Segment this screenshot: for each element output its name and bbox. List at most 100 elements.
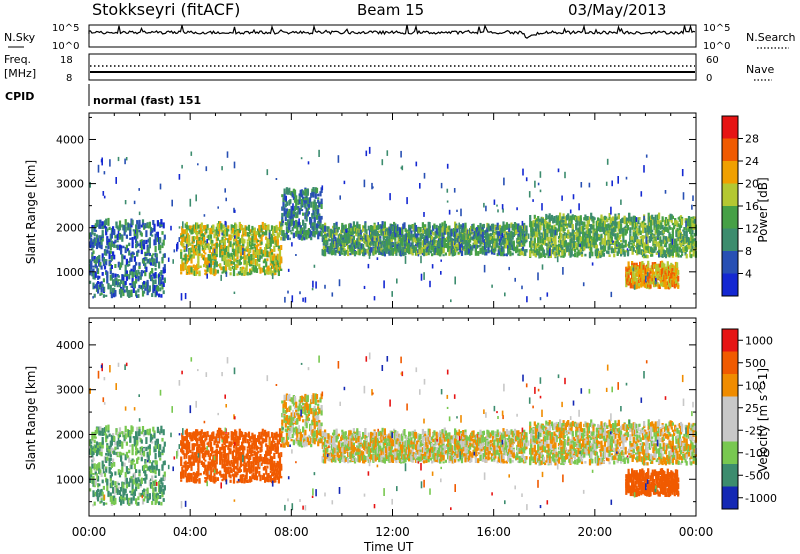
power-echo-cell — [183, 246, 186, 250]
power-echo-cell — [423, 253, 426, 257]
power-echo-cell — [130, 268, 133, 272]
power-echo-cell — [305, 229, 308, 235]
power-echo-cell — [355, 251, 358, 255]
power-echo-cell — [229, 241, 232, 248]
power-echo-cell — [578, 236, 581, 241]
power-echo-cell — [133, 264, 136, 271]
power-echo-cell — [234, 229, 237, 232]
power-echo-cell — [655, 252, 658, 255]
power-echo-cell — [464, 225, 467, 229]
power-echo-cell — [578, 220, 581, 227]
power-echo-cell — [236, 229, 239, 231]
power-echo-cell — [285, 187, 288, 194]
power-echo-cell — [309, 234, 312, 238]
power-echo-cell — [170, 225, 172, 231]
power-echo-cell — [291, 192, 294, 198]
power-echo-cell — [674, 220, 677, 225]
power-echo-cell — [376, 230, 380, 237]
power-echo-cell — [635, 278, 638, 285]
power-echo-cell — [224, 237, 228, 241]
power-echo-cell — [428, 246, 431, 250]
power-echo-cell — [99, 223, 102, 229]
power-echo-cell — [389, 193, 391, 201]
power-echo-cell — [571, 232, 574, 236]
power-echo-cell — [236, 264, 239, 268]
power-echo-cell — [453, 188, 456, 193]
power-echo-cell — [626, 270, 629, 277]
power-echo-cell — [449, 248, 452, 254]
power-echo-cell — [631, 226, 634, 230]
power-echo-cell — [591, 244, 594, 248]
power-echo-cell — [665, 286, 668, 290]
power-echo-cell — [447, 243, 450, 250]
power-echo-cell — [159, 250, 162, 254]
power-echo-cell — [446, 200, 449, 203]
power-echo-cell — [635, 281, 638, 288]
power-echo-cell — [332, 225, 335, 229]
power-echo-cell — [181, 259, 184, 265]
power-echo-cell — [364, 222, 367, 229]
power-echo-cell — [227, 245, 230, 252]
power-echo-cell — [203, 257, 206, 261]
power-echo-cell — [669, 250, 672, 257]
power-echo-cell — [451, 229, 454, 233]
power-echo-cell — [685, 231, 688, 238]
power-echo-cell — [185, 224, 188, 230]
power-echo-cell — [395, 250, 398, 255]
power-echo-cell — [447, 237, 450, 241]
power-echo-cell — [338, 251, 342, 256]
power-echo-cell — [238, 259, 241, 263]
power-echo-cell — [132, 252, 135, 255]
power-echo-cell — [289, 230, 292, 233]
power-echo-cell — [629, 266, 632, 273]
power-echo-cell — [138, 229, 141, 233]
power-echo-cell — [128, 260, 131, 264]
power-echo-cell — [115, 280, 118, 286]
power-echo-cell — [498, 238, 502, 246]
power-echo-cell — [184, 237, 187, 243]
power-echo-cell — [330, 245, 334, 250]
power-echo-cell — [613, 248, 616, 253]
power-echo-cell — [122, 225, 125, 231]
power-echo-cell — [552, 229, 555, 234]
power-echo-cell — [368, 251, 371, 259]
power-echo-cell — [148, 221, 151, 228]
power-echo-cell — [112, 272, 115, 278]
power-echo-cell — [326, 246, 329, 250]
power-echo-cell — [314, 187, 317, 194]
power-echo-cell — [660, 251, 663, 256]
power-echo-cell — [624, 228, 627, 236]
power-echo-cell — [352, 229, 355, 234]
power-echo-cell — [532, 221, 535, 224]
power-echo-cell — [672, 275, 675, 282]
power-echo-cell — [191, 246, 194, 252]
power-echo-cell — [161, 245, 164, 249]
power-echo-cell — [324, 245, 327, 252]
power-echo-cell — [567, 244, 570, 247]
power-echo-cell — [289, 215, 292, 223]
power-echo-cell — [524, 249, 526, 255]
power-echo-cell — [203, 214, 206, 217]
power-echo-cell — [113, 292, 116, 298]
power-echo-cell — [383, 231, 386, 237]
power-echo-cell — [577, 228, 580, 233]
power-echo-cell — [326, 239, 329, 243]
power-echo-cell — [620, 219, 623, 224]
power-echo-cell — [519, 234, 522, 242]
power-echo-cell — [192, 253, 195, 258]
power-echo-cell — [655, 220, 658, 228]
power-echo-cell — [419, 242, 422, 246]
power-echo-cell — [204, 225, 207, 231]
power-echo-cell — [206, 273, 208, 279]
power-echo-cell — [659, 268, 662, 275]
power-echo-cell — [154, 279, 157, 285]
power-echo-cell — [673, 283, 676, 289]
power-echo-cell — [658, 241, 661, 244]
power-echo-cell — [269, 263, 272, 266]
power-echo-cell — [162, 281, 165, 287]
power-echo-cell — [110, 227, 113, 233]
power-echo-cell — [196, 263, 199, 271]
power-echo-cell — [444, 239, 447, 242]
power-echo-cell — [93, 293, 96, 298]
